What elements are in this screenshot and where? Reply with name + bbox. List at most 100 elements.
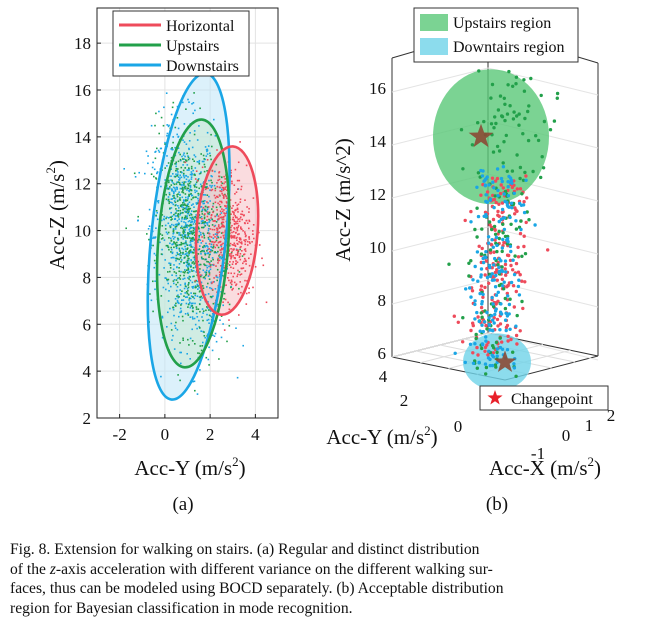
upstairs-point: [187, 232, 189, 234]
horizontal-point: [236, 261, 239, 264]
horizontal-point: [244, 250, 247, 252]
downstairs-point: [176, 224, 178, 227]
upstairs-point: [173, 246, 175, 249]
upstairs-point: [173, 183, 176, 186]
horizontal-point: [244, 235, 247, 238]
downstairs-point: [180, 212, 183, 214]
horizontal-point: [224, 194, 226, 196]
downstairs-points-3d: [453, 165, 537, 370]
downstairs-point: [190, 264, 192, 267]
downstairs-point: [209, 184, 211, 187]
upstairs-point: [212, 202, 215, 205]
downstairs-point: [174, 257, 177, 260]
horizontal-point-3d: [511, 284, 516, 288]
horizontal-point: [235, 226, 238, 229]
upstairs-point-3d: [479, 252, 484, 256]
downstairs-point: [163, 218, 165, 221]
horizontal-point-3d: [523, 280, 527, 284]
horizontal-point: [233, 220, 236, 223]
horizontal-point-3d: [505, 291, 509, 296]
upstairs-point: [169, 186, 171, 188]
horizontal-point: [240, 227, 242, 230]
upstairs-point: [199, 303, 201, 306]
horizontal-point: [233, 248, 235, 250]
horizontal-point: [248, 207, 250, 210]
horizontal-point: [236, 253, 239, 255]
horizontal-point: [239, 241, 242, 244]
upstairs-point: [197, 260, 199, 263]
downstairs-point: [207, 229, 210, 232]
horizontal-point: [240, 185, 243, 188]
upstairs-point: [185, 225, 188, 227]
horizontal-point: [258, 231, 260, 234]
upstairs-point-3d: [491, 150, 496, 154]
upstairs-point: [137, 215, 139, 218]
horizontal-point: [246, 222, 249, 224]
downstairs-point-3d: [464, 287, 468, 291]
horizontal-point: [236, 228, 239, 230]
horizontal-point-3d: [501, 186, 505, 190]
y-tick-label-a: 12: [74, 175, 91, 194]
x-tick-label-b: 0: [562, 426, 571, 445]
horizontal-point: [224, 298, 227, 301]
downstairs-point-3d: [504, 328, 508, 333]
horizontal-point: [244, 259, 247, 262]
downstairs-point: [197, 194, 200, 197]
upstairs-point-3d: [470, 143, 475, 147]
horizontal-point: [230, 256, 233, 259]
upstairs-point-3d: [496, 263, 500, 267]
upstairs-point: [183, 182, 185, 185]
downstairs-point: [187, 312, 189, 315]
downstairs-point: [154, 236, 157, 238]
downstairs-point: [206, 149, 209, 152]
downstairs-point: [205, 155, 208, 157]
downstairs-point: [201, 297, 204, 299]
x-tick-label-b: 2: [607, 406, 616, 425]
upstairs-point: [170, 246, 172, 249]
upstairs-point-3d: [555, 96, 559, 100]
upstairs-point: [202, 258, 204, 260]
downstairs-point: [202, 341, 204, 344]
horizontal-point: [221, 247, 223, 250]
upstairs-point: [199, 290, 201, 292]
downstairs-point: [187, 259, 190, 262]
horizontal-point: [242, 230, 244, 232]
upstairs-point: [198, 162, 201, 165]
horizontal-point: [217, 262, 219, 264]
upstairs-point: [187, 284, 189, 286]
downstairs-point-3d: [492, 321, 496, 325]
downstairs-point: [201, 257, 203, 260]
downstairs-point: [204, 252, 206, 255]
upstairs-point: [203, 170, 206, 173]
horizontal-point: [201, 240, 204, 242]
downstairs-point: [174, 187, 176, 189]
upstairs-point: [203, 217, 206, 220]
downstairs-point: [166, 132, 169, 135]
downstairs-point: [190, 212, 192, 215]
downstairs-point: [184, 222, 187, 224]
horizontal-point: [194, 279, 197, 282]
legend-b-swatch: [420, 14, 448, 31]
horizontal-point: [250, 253, 252, 255]
horizontal-point: [216, 237, 218, 240]
upstairs-point-3d: [487, 220, 492, 224]
downstairs-point: [194, 220, 196, 222]
horizontal-point-3d: [546, 248, 550, 252]
downstairs-point: [183, 201, 185, 204]
y-axis-label-b: Acc-Y (m/s2): [326, 423, 437, 449]
horizontal-point: [230, 172, 232, 174]
horizontal-point: [241, 213, 244, 216]
upstairs-point: [193, 231, 195, 234]
upstairs-point: [184, 215, 187, 217]
horizontal-point: [228, 319, 230, 321]
upstairs-point-3d: [492, 126, 496, 130]
horizontal-point: [242, 262, 244, 265]
upstairs-point: [187, 286, 190, 289]
upstairs-point: [192, 267, 195, 269]
upstairs-point-3d: [500, 265, 504, 269]
legend-a-label-downstairs: Downstairs: [166, 58, 239, 75]
horizontal-point: [238, 233, 240, 235]
downstairs-point: [181, 155, 183, 158]
x-axis-label-b-end: ): [594, 456, 601, 480]
upstairs-point-3d: [504, 133, 508, 138]
